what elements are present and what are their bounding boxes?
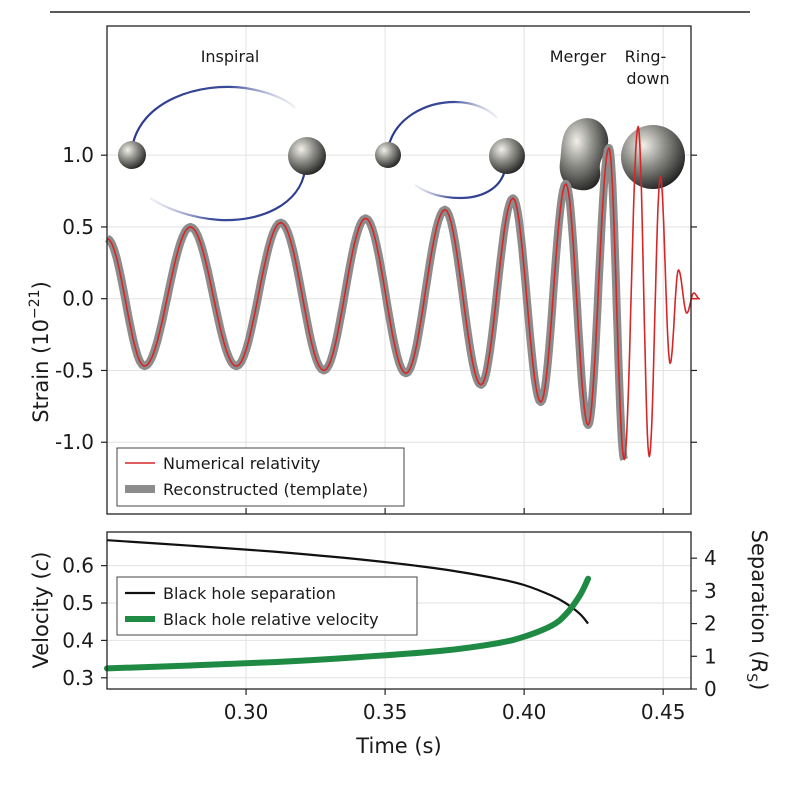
orbit-arc-upper — [130, 85, 296, 149]
top-y-ticks: 1.0 0.5 0.0 -0.5 -1.0 — [55, 143, 697, 454]
top-y-axis-label: Strain (10−21) — [27, 281, 53, 423]
left-y-tick-label: 0.3 — [62, 666, 94, 690]
black-hole-separation-line — [106, 539, 589, 625]
left-y-tick-label: 0.5 — [62, 591, 94, 615]
numerical-relativity-line — [106, 125, 701, 461]
left-y-tick-label: 0.4 — [62, 628, 94, 652]
legend-label-separation: Black hole separation — [163, 584, 336, 603]
y-tick-label: -1.0 — [55, 430, 94, 454]
black-hole-large — [288, 137, 326, 175]
right-y-tick-label: 4 — [704, 546, 717, 570]
orbit-illustration-1 — [118, 85, 326, 222]
black-hole-small — [118, 141, 146, 169]
bottom-panel: 0.30 0.35 0.40 0.45 0.3 0.4 0.5 0.6 0 1 2 3 4 Black … — [29, 508, 771, 758]
x-tick-label: 0.40 — [502, 700, 547, 724]
x-tick-label: 0.35 — [363, 700, 408, 724]
left-y-tick-label: 0.6 — [62, 554, 94, 578]
phase-label-inspiral: Inspiral — [201, 47, 260, 66]
y-tick-label: -0.5 — [55, 358, 94, 382]
bottom-left-y-axis-label: Velocity (c) — [29, 552, 53, 669]
top-grid — [107, 26, 691, 514]
legend-label-velocity: Black hole relative velocity — [163, 610, 379, 629]
top-panel: 1.0 0.5 0.0 -0.5 -1.0 Inspiral Merger Ring- … — [27, 25, 701, 515]
phase-label-ringdown: Ring- down — [625, 47, 672, 88]
y-tick-label: 1.0 — [62, 143, 94, 167]
legend-label-template: Reconstructed (template) — [163, 480, 368, 499]
right-y-tick-label: 1 — [704, 644, 717, 668]
right-y-tick-label: 2 — [704, 612, 717, 636]
relative-velocity-line — [104, 575, 592, 672]
right-y-tick-label: 3 — [704, 579, 717, 603]
orbit-arc-lower — [149, 169, 307, 222]
black-hole-small — [375, 142, 401, 168]
top-legend: Numerical relativity Reconstructed (temp… — [116, 447, 405, 507]
bottom-right-y-axis-label: Separation (RS) — [743, 530, 771, 691]
orbit-arc-lower — [414, 169, 507, 200]
merger-remnant — [559, 118, 609, 191]
bottom-legend: Black hole separation Black hole relativ… — [116, 576, 418, 636]
reconstructed-template-line — [105, 144, 629, 462]
top-plot-frame — [106, 25, 692, 515]
phase-label-merger: Merger — [550, 47, 607, 66]
bottom-ticks: 0.30 0.35 0.40 0.45 0.3 0.4 0.5 0.6 0 1 2 3 4 — [62, 508, 717, 724]
y-tick-label: 0.5 — [62, 215, 94, 239]
ringdown-black-hole — [621, 125, 685, 189]
y-tick-label: 0.0 — [62, 287, 94, 311]
orbit-illustration-2 — [375, 100, 525, 200]
top-legend-box — [116, 447, 405, 507]
bottom-legend-box — [116, 576, 418, 636]
legend-label-numerical: Numerical relativity — [163, 454, 320, 473]
right-y-tick-label: 0 — [704, 677, 717, 701]
x-tick-label: 0.30 — [224, 700, 269, 724]
bottom-plot-frame — [106, 531, 692, 690]
black-hole-large — [489, 138, 525, 174]
x-tick-label: 0.45 — [641, 700, 686, 724]
x-axis-label: Time (s) — [355, 734, 441, 758]
orbit-arc-upper — [386, 100, 498, 149]
